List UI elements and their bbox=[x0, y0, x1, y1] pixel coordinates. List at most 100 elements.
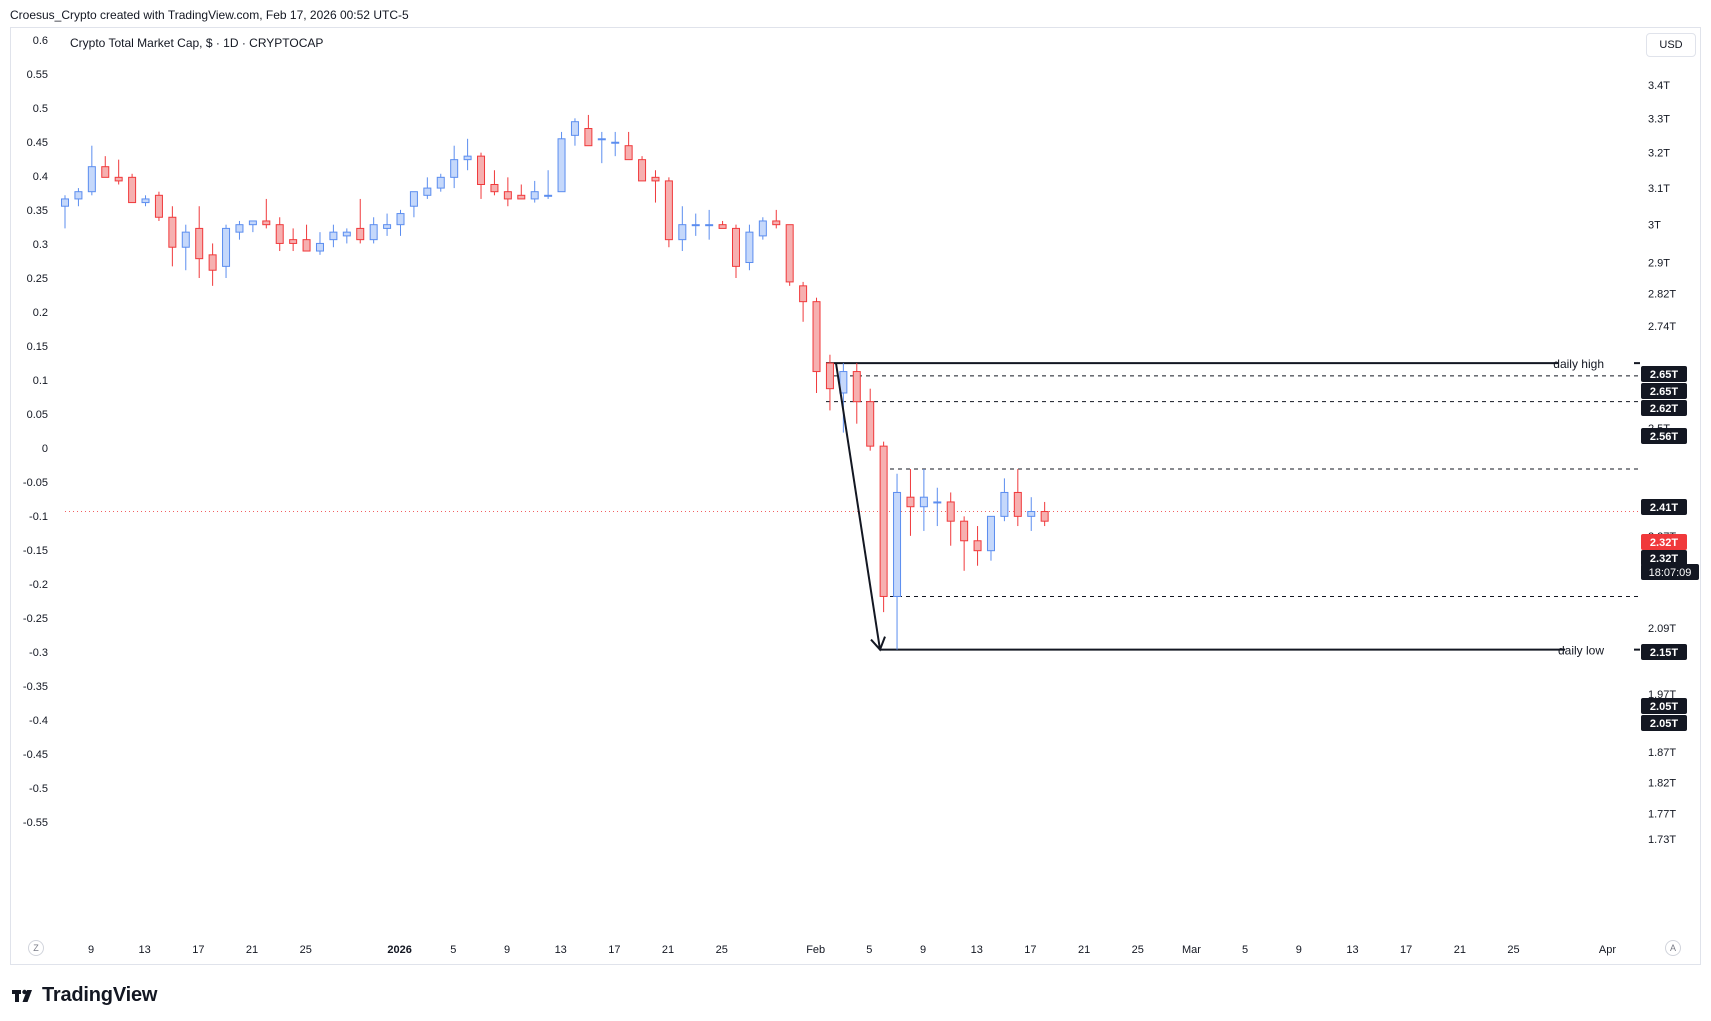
candle bbox=[852, 363, 861, 424]
candle-body bbox=[946, 501, 955, 522]
candle bbox=[799, 281, 808, 322]
candle bbox=[289, 228, 298, 252]
price-label-bg bbox=[1641, 698, 1687, 714]
candle bbox=[960, 516, 969, 571]
candle-body bbox=[248, 220, 257, 226]
x-axis-tick: 2026 bbox=[387, 944, 411, 956]
chart-frame bbox=[10, 27, 1701, 965]
x-axis-tick: 9 bbox=[1296, 944, 1302, 956]
candle-body bbox=[825, 362, 834, 390]
tradingview-logo[interactable]: TradingView bbox=[12, 984, 157, 1007]
candle bbox=[584, 114, 593, 147]
candle-body bbox=[195, 227, 204, 260]
x-axis-tick: 17 bbox=[1400, 944, 1412, 956]
candle bbox=[114, 159, 123, 185]
candle-body bbox=[1013, 491, 1022, 517]
left-axis-tick: -0.15 bbox=[23, 545, 48, 557]
candle bbox=[638, 156, 647, 182]
level-label-bg bbox=[1558, 354, 1634, 373]
x-axis-tick: Apr bbox=[1599, 944, 1616, 956]
candle bbox=[866, 388, 875, 451]
auto-scale-left-button[interactable]: Z bbox=[28, 940, 44, 956]
candle-body bbox=[544, 194, 553, 197]
candle bbox=[356, 198, 365, 244]
x-axis-tick: 13 bbox=[139, 944, 151, 956]
x-axis-tick: 21 bbox=[246, 944, 258, 956]
candle-body bbox=[517, 194, 526, 200]
candle-body bbox=[624, 145, 633, 161]
right-axis-tick: 1.73T bbox=[1648, 834, 1676, 846]
candle bbox=[745, 224, 754, 271]
right-axis-tick: 1.77T bbox=[1648, 808, 1676, 820]
x-axis-tick: 13 bbox=[971, 944, 983, 956]
candle-body bbox=[570, 121, 579, 136]
candle bbox=[423, 177, 432, 199]
candle-body bbox=[678, 224, 687, 241]
candle bbox=[919, 469, 928, 531]
price-label-bg bbox=[1641, 715, 1687, 731]
left-axis-tick: 0.1 bbox=[33, 375, 48, 387]
x-axis-tick: 13 bbox=[1346, 944, 1358, 956]
candle-body bbox=[396, 213, 405, 226]
candle bbox=[275, 217, 284, 252]
candle bbox=[396, 209, 405, 236]
level-label-bg bbox=[1565, 640, 1634, 659]
candle-body bbox=[597, 138, 606, 141]
left-axis-tick: 0.55 bbox=[27, 69, 48, 81]
price-labels: 2.65T 2.65T 2.62T 2.56T 2.41T 2.32T 2.32T 18:07… bbox=[1641, 366, 1699, 731]
x-axis-tick: 5 bbox=[450, 944, 456, 956]
price-label: 2.15T bbox=[1650, 647, 1678, 659]
candle bbox=[718, 220, 727, 229]
candle bbox=[141, 195, 150, 207]
candle bbox=[597, 131, 606, 164]
left-axis-tick: 0.5 bbox=[33, 103, 48, 115]
drawing-tools bbox=[835, 362, 886, 652]
candle bbox=[973, 526, 982, 566]
trend-arrow-line bbox=[835, 362, 881, 650]
candle bbox=[248, 220, 257, 233]
candle bbox=[825, 354, 834, 411]
candle bbox=[181, 224, 190, 271]
left-axis-tick: 0.15 bbox=[27, 341, 48, 353]
candle-body bbox=[664, 180, 673, 241]
right-axis-tick: 3.3T bbox=[1648, 113, 1670, 125]
candle bbox=[1000, 478, 1009, 522]
candle-body bbox=[986, 515, 995, 552]
candle-body bbox=[919, 496, 928, 508]
candle bbox=[262, 198, 271, 229]
candle bbox=[611, 131, 620, 157]
candle bbox=[490, 170, 499, 196]
candle bbox=[1027, 497, 1036, 531]
tradingview-logo-icon bbox=[12, 989, 32, 1002]
candle-body bbox=[154, 194, 163, 218]
candle bbox=[342, 228, 351, 244]
candle-body bbox=[651, 176, 660, 182]
candle bbox=[503, 177, 512, 207]
candle-body bbox=[369, 224, 378, 241]
candle bbox=[87, 145, 96, 196]
price-label: 2.05T bbox=[1650, 718, 1678, 730]
candle bbox=[154, 191, 163, 221]
right-axis-tick: 3.4T bbox=[1648, 80, 1670, 92]
right-axis-tick: 3.2T bbox=[1648, 148, 1670, 160]
candle-body bbox=[530, 191, 539, 200]
candle bbox=[369, 217, 378, 244]
right-axis-tick: 1.82T bbox=[1648, 777, 1676, 789]
currency-button[interactable]: USD bbox=[1646, 33, 1696, 57]
candle bbox=[74, 188, 83, 207]
candle-body bbox=[490, 183, 499, 193]
candle-body bbox=[745, 231, 754, 264]
x-axis-tick: Feb bbox=[806, 944, 825, 956]
x-axis-tick: 9 bbox=[920, 944, 926, 956]
x-axis-tick: 5 bbox=[1242, 944, 1248, 956]
symbol-title[interactable]: Crypto Total Market Cap, $ · 1D · CRYPTO… bbox=[70, 36, 324, 50]
candle-body bbox=[1027, 511, 1036, 517]
price-label: 2.65T bbox=[1650, 369, 1678, 381]
candle-body bbox=[383, 224, 392, 229]
candle bbox=[477, 152, 486, 199]
auto-scale-right-button[interactable]: A bbox=[1665, 940, 1681, 956]
price-label: 18:07:09 bbox=[1649, 567, 1692, 579]
candle-body bbox=[812, 301, 821, 373]
candle bbox=[812, 297, 821, 393]
